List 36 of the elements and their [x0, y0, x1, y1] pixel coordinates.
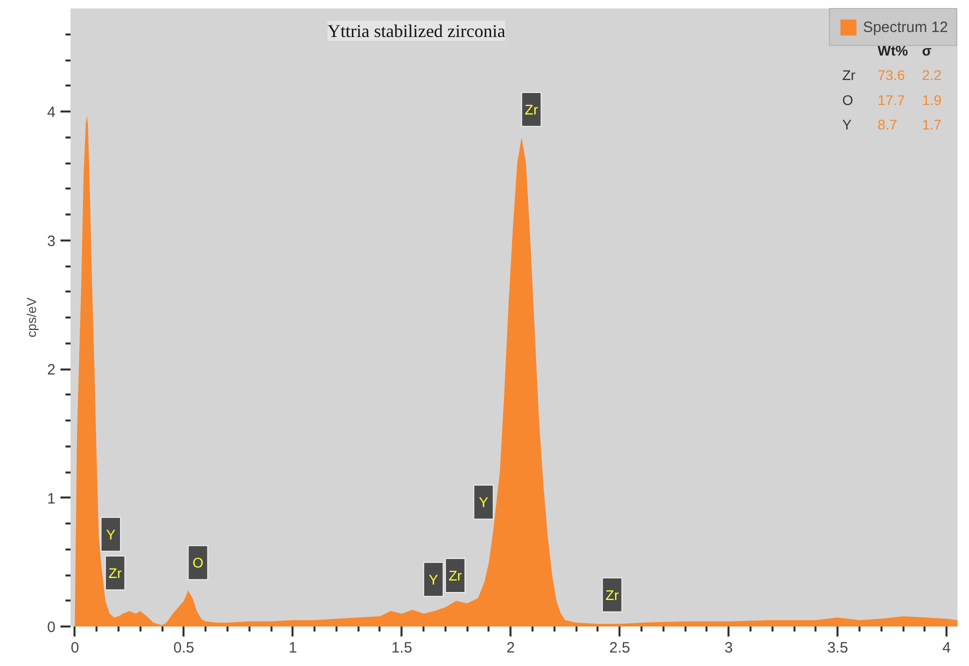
annotation: 8.7	[878, 116, 898, 133]
y-tick-label: 1	[47, 490, 56, 508]
x-tick-label: 4	[942, 640, 951, 656]
annotation: Y	[106, 526, 116, 542]
y-tick-label: 3	[47, 232, 56, 250]
y-tick-label: 2	[47, 362, 56, 378]
annotation: Y	[478, 494, 489, 510]
x-tick-label: 3	[724, 640, 733, 656]
x-tick-label: 3.5	[827, 640, 848, 656]
y-tick-label: 0	[47, 619, 56, 636]
y-axis-title: cps/eV	[24, 297, 40, 338]
x-tick-label: 1	[288, 640, 297, 656]
annotation: Zr	[524, 101, 538, 118]
annotation: Zr	[448, 568, 462, 584]
annotation: 1.7	[922, 116, 942, 133]
annotation: Y	[428, 571, 439, 588]
x-tick-label: 2.5	[609, 640, 630, 656]
annotation: O	[842, 92, 854, 108]
annotation: Zr	[606, 586, 620, 603]
annotation: 17.7	[878, 92, 906, 108]
y-tick-label: 4	[47, 104, 56, 121]
x-tick-label: 0.5	[173, 640, 194, 656]
legend-label: Spectrum 12	[862, 18, 948, 36]
annotation: Zr	[842, 67, 856, 84]
annotation: 2.2	[922, 67, 942, 84]
x-tick-label: 2	[506, 640, 515, 656]
annotation: 73.6	[878, 67, 906, 84]
x-tick-label: 1.5	[391, 640, 412, 656]
annotation: σ	[922, 42, 932, 59]
text: Yttria stabilized zirconia	[327, 20, 506, 41]
annotation: 1.9	[922, 92, 942, 108]
annotation: Zr	[108, 564, 122, 581]
annotation: Wt%	[878, 42, 909, 59]
annotation: O	[192, 554, 204, 571]
x-tick-label: 0	[70, 640, 80, 656]
annotation: Y	[842, 116, 852, 133]
